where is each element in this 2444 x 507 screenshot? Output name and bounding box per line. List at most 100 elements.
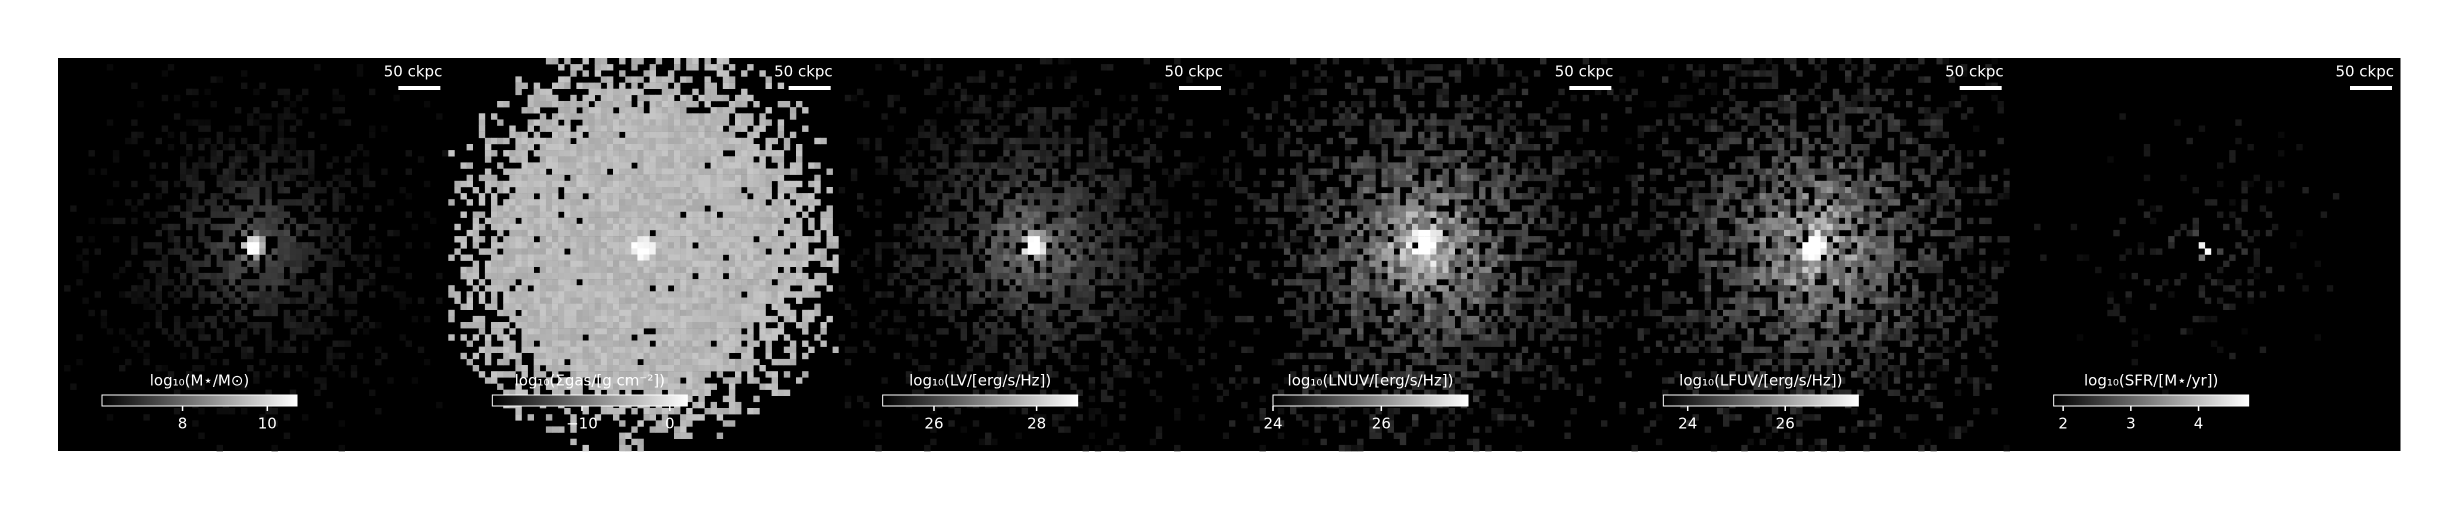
pixel — [985, 193, 992, 200]
pixel — [137, 101, 144, 108]
pixel — [228, 266, 236, 274]
pixel — [1070, 346, 1077, 353]
pixel — [1149, 119, 1157, 126]
pixel — [777, 291, 785, 298]
pixel — [1125, 309, 1132, 317]
pixel — [930, 217, 937, 225]
pixel — [698, 365, 705, 372]
pixel — [1558, 88, 1565, 96]
pixel — [1088, 408, 1096, 415]
pixel — [1033, 285, 1041, 292]
pixel — [1015, 254, 1022, 261]
pixel — [576, 358, 583, 366]
pixel — [600, 266, 608, 274]
pixel — [283, 199, 291, 206]
pixel — [228, 223, 236, 231]
pixel — [1052, 131, 1059, 139]
pixel — [930, 340, 937, 347]
pixel — [1021, 156, 1028, 163]
pixel — [271, 365, 278, 372]
pixel — [1046, 229, 1053, 237]
pixel — [686, 279, 693, 286]
pixel — [704, 408, 711, 415]
pixel — [228, 125, 236, 132]
pixel — [472, 217, 480, 225]
pixel — [741, 242, 748, 249]
pixel — [527, 187, 534, 194]
pixel — [1155, 426, 1163, 433]
pixel — [161, 211, 169, 218]
pixel — [850, 322, 858, 329]
pixel — [619, 365, 626, 372]
pixel — [735, 334, 742, 341]
pixel — [741, 162, 748, 169]
pixel — [1174, 444, 1181, 452]
pixel — [259, 291, 266, 298]
pixel — [1088, 150, 1096, 157]
pixel — [1088, 395, 1096, 403]
pixel — [1119, 365, 1126, 372]
pixel — [222, 303, 230, 310]
pixel — [558, 137, 565, 145]
pixel — [1015, 223, 1022, 231]
pixel — [759, 229, 766, 237]
pixel — [600, 64, 608, 71]
pixel — [314, 180, 321, 188]
pixel — [234, 260, 242, 267]
colorbar — [882, 394, 1079, 407]
pixel — [1320, 88, 1327, 96]
pixel — [1161, 309, 1169, 317]
pixel — [710, 236, 717, 243]
pixel — [143, 260, 150, 267]
pixel — [674, 187, 681, 194]
pixel — [972, 101, 980, 108]
pixel — [960, 242, 967, 249]
pixel — [735, 217, 742, 225]
pixel — [674, 328, 681, 335]
pixel — [674, 266, 681, 274]
pixel — [655, 371, 663, 378]
pixel — [1375, 113, 1382, 120]
pixel — [545, 199, 553, 206]
pixel — [747, 242, 754, 249]
pixel — [216, 180, 223, 188]
pixel — [552, 211, 559, 218]
pixel — [1332, 58, 1340, 65]
pixel — [1448, 70, 1455, 77]
pixel — [667, 137, 675, 145]
pixel — [259, 113, 266, 120]
pixel — [692, 377, 699, 384]
pixel — [552, 285, 559, 292]
pixel — [302, 242, 309, 249]
pixel — [1076, 297, 1083, 304]
pixel — [515, 88, 522, 96]
pixel — [161, 180, 169, 188]
pixel — [588, 236, 595, 243]
pixel — [265, 272, 272, 280]
pixel — [1125, 266, 1132, 274]
pixel — [119, 217, 126, 225]
pixel — [747, 137, 754, 145]
pixel — [1064, 113, 1071, 120]
pixel — [558, 365, 565, 372]
pixel — [558, 346, 565, 353]
pixel — [728, 76, 736, 83]
pixel — [600, 340, 608, 347]
pixel — [1119, 328, 1126, 335]
pixel — [991, 279, 998, 286]
pixel — [332, 156, 339, 163]
pixel — [1027, 137, 1035, 145]
pixel — [259, 131, 266, 139]
pixel — [1039, 211, 1047, 218]
pixel — [722, 205, 730, 212]
pixel — [674, 199, 681, 206]
pixel — [405, 242, 412, 249]
pixel — [649, 64, 656, 71]
pixel — [655, 346, 663, 353]
pixel — [710, 365, 717, 372]
pixel — [192, 383, 199, 390]
pixel — [1046, 322, 1053, 329]
pixel — [509, 309, 516, 317]
pixel — [631, 125, 638, 132]
pixel — [1168, 346, 1175, 353]
